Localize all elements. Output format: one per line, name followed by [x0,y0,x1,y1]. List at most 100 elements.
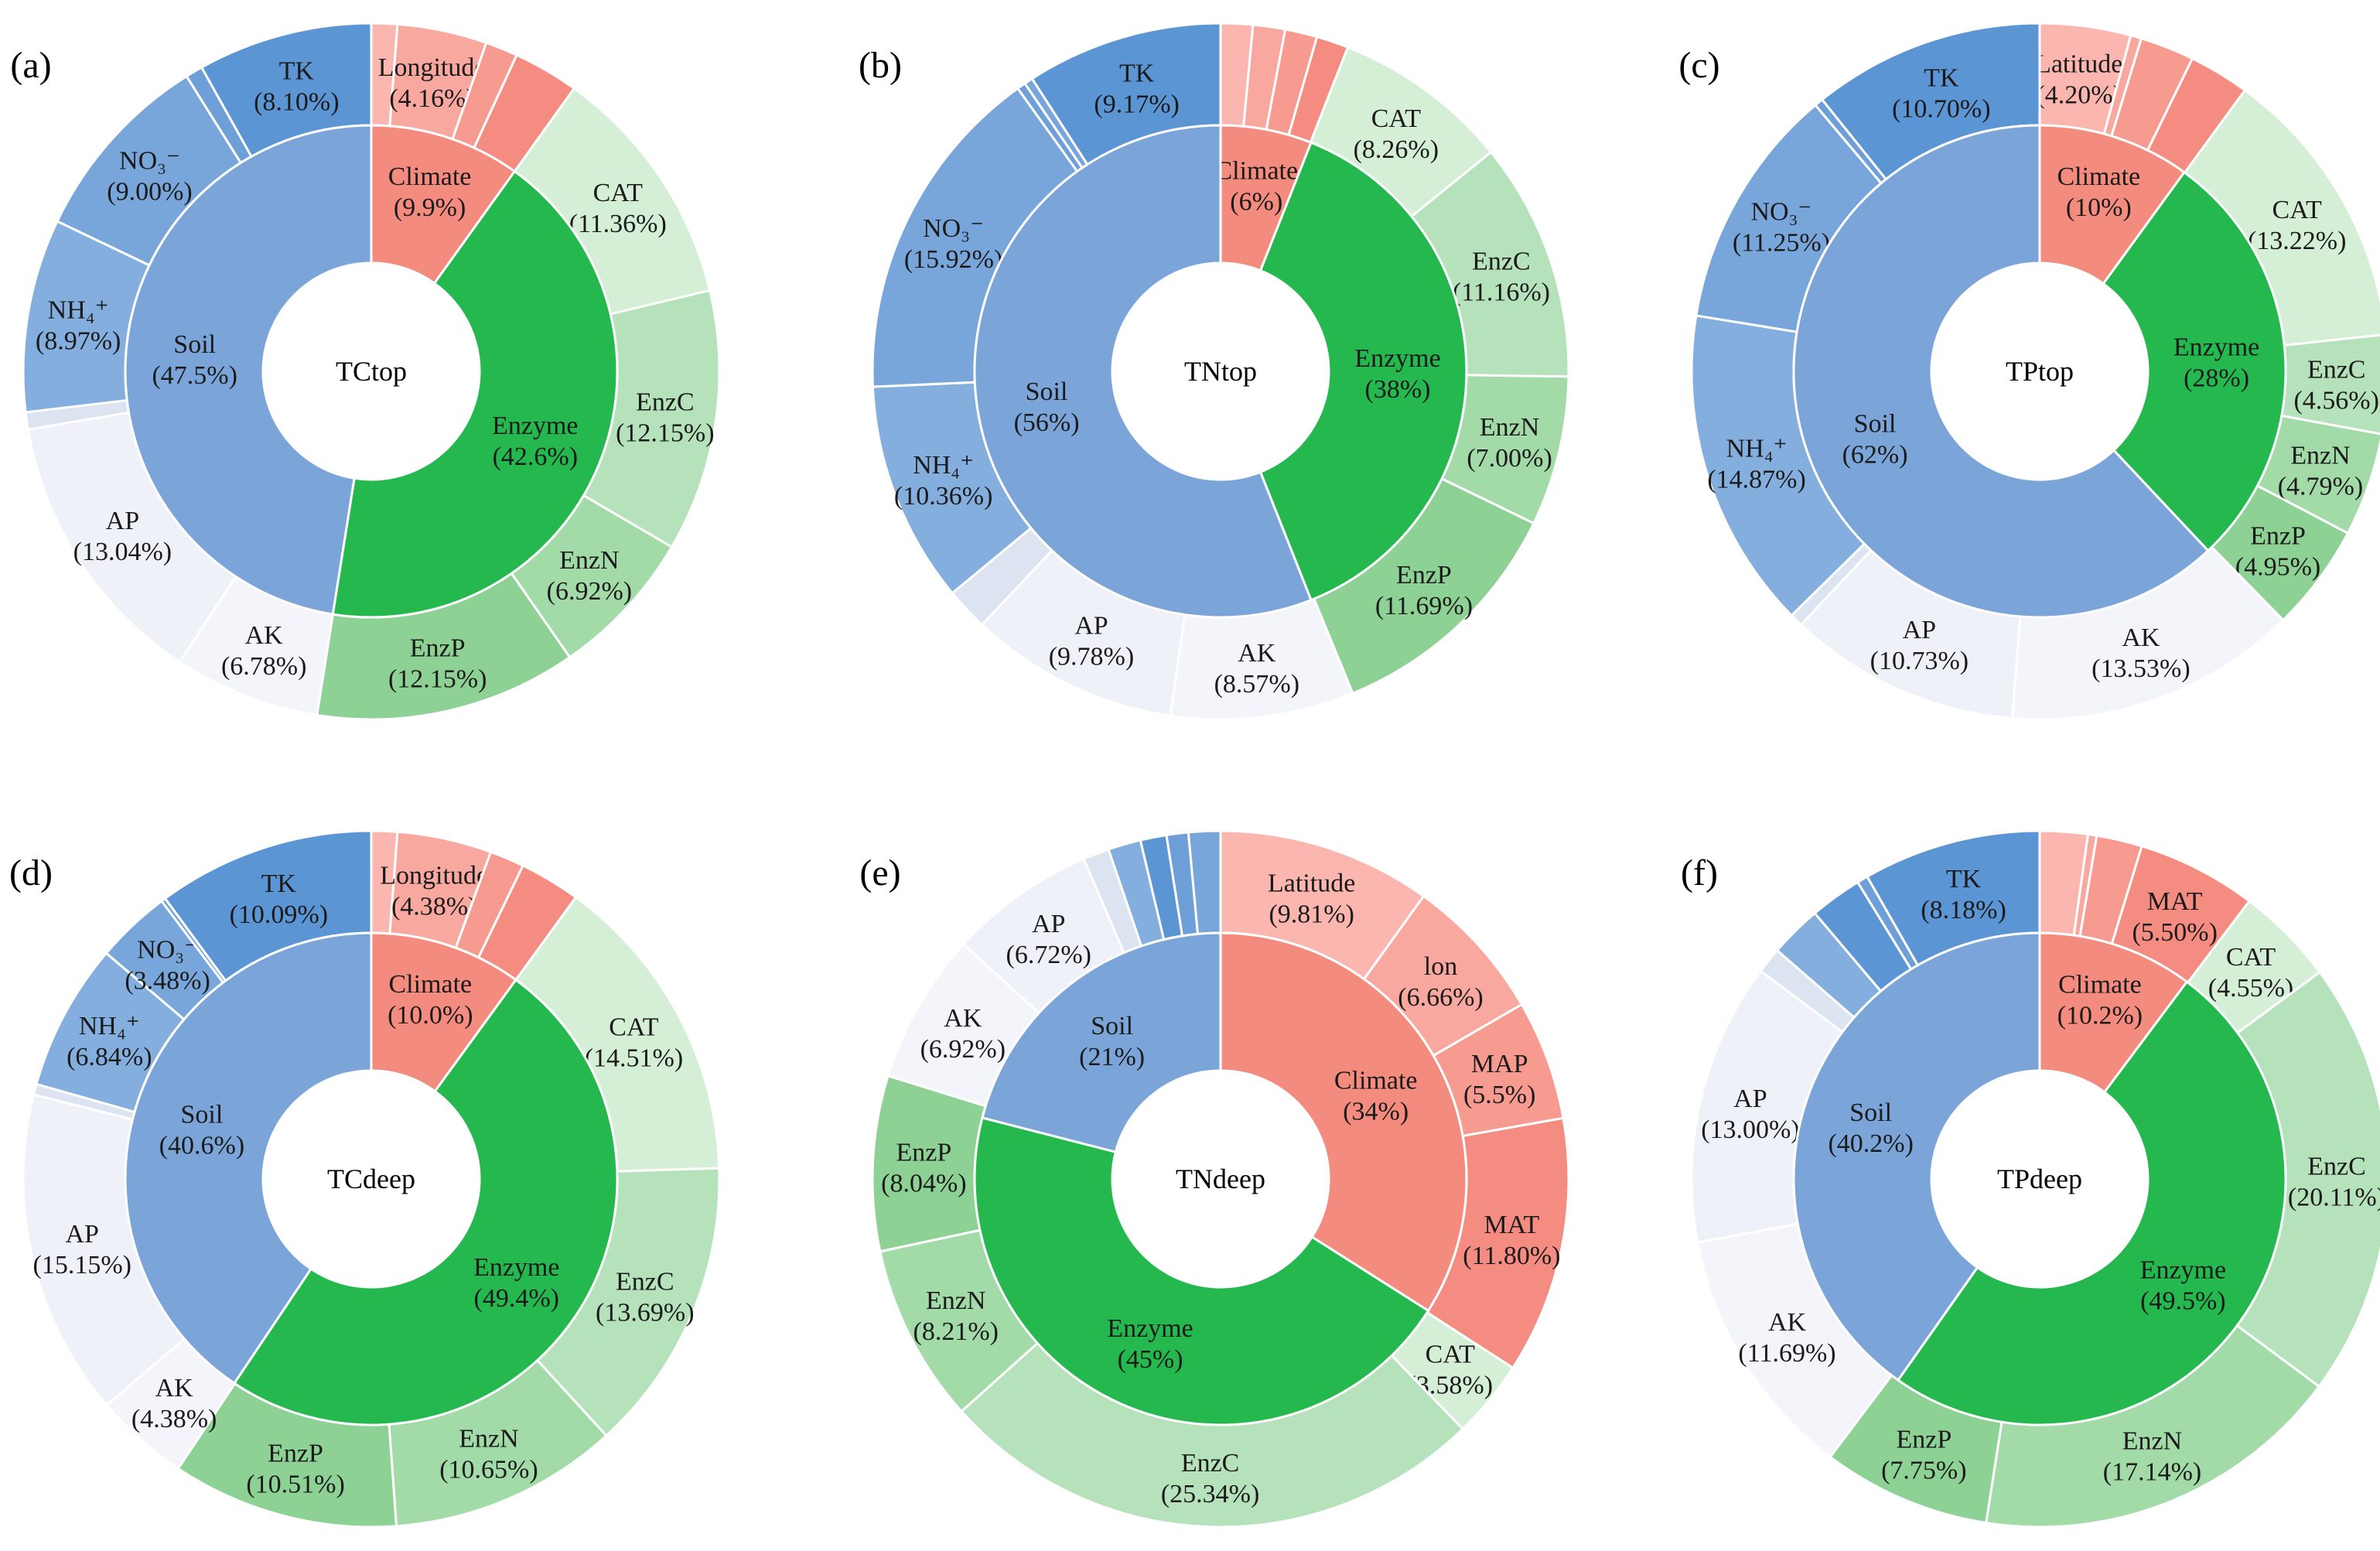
inner-label-climate: Climate [2057,162,2140,191]
outer-value-nh: (6.84%) [67,1043,152,1071]
donut-chart-tpdeep: MAT(5.50%) CAT(4.55%) EnzC (20.11%) EnzN(17.… [1681,829,2380,1529]
inner-value-enzyme: (28%) [2184,364,2249,393]
outer-value-ak: (8.57%) [1214,670,1299,699]
outer-label-nh: NH₄⁺ [1726,434,1788,463]
panel-letter: (c) [1678,45,1719,86]
center-hole [263,1071,480,1287]
outer-label-no: NO₃⁻ [1750,198,1811,227]
outer-value-ap: (13.04%) [73,538,172,566]
outer-label-ap: AP [1903,616,1936,644]
outer-value-ap: (13.00%) [1701,1115,1799,1144]
outer-value-tk: (9.17%) [1094,91,1179,119]
outer-value-enzc: (12.15%) [616,418,714,447]
outer-value-ap: (15.15%) [33,1251,131,1279]
outer-label-ak: AK [2122,623,2160,652]
outer-label-enzc: EnzC [616,1267,674,1296]
outer-value-enzp: (10.51%) [246,1470,344,1498]
outer-label-ak: AK [944,1004,982,1033]
outer-label-enzc: EnzC [1472,247,1531,275]
inner-value-enzyme: (38%) [1365,375,1431,404]
inner-value-soil: (47.5%) [152,361,237,390]
center-label-tctop: TCtop [336,356,407,387]
outer-label-enzp: EnzP [1896,1426,1951,1454]
panel-letter: (e) [859,852,900,893]
inner-value-climate: (10.2%) [2057,1002,2143,1030]
outer-label-enzp: EnzP [2250,521,2306,550]
inner-label-climate: Climate [2058,971,2142,999]
donut-chart-tndeep: Latitude (9.81%) lon(6.66%) MAP (5.5%) MAT (11… [859,829,1570,1529]
panel-letter: (b) [859,45,902,86]
donut-chart-tntop: CAT(8.26%) EnzC (11.16%) EnzN(7.00%) EnzP (11… [859,22,1570,721]
panel-letter: (d) [9,852,53,893]
center-hole [1931,263,2148,480]
outer-value-tk: (8.18%) [1921,896,2006,924]
outer-value-nh: (8.97%) [36,326,121,355]
inner-value-soil: (40.6%) [159,1131,244,1160]
outer-label-ap: AP [1074,612,1108,641]
outer-value-ak: (6.92%) [920,1035,1006,1064]
outer-label-nh: NH₄⁺ [79,1012,140,1040]
center-hole [263,263,480,480]
outer-label-cat: CAT [609,1013,658,1041]
outer-value-cat: (14.51%) [585,1044,683,1072]
inner-label-soil: Soil [173,330,216,359]
outer-value-ap: (9.78%) [1049,643,1134,671]
inner-value-soil: (56%) [1014,408,1080,437]
inner-label-enzyme: Enzyme [473,1253,559,1282]
center-hole [1931,1071,2148,1287]
inner-value-enzyme: (49.4%) [474,1284,559,1313]
inner-label-climate: Climate [388,162,472,191]
outer-value-cat: (4.55%) [2208,974,2293,1003]
outer-label-latitude: Latitude [1268,869,1355,897]
outer-label-enzc: EnzC [1181,1449,1240,1478]
outer-label-enzp: EnzP [410,634,466,662]
outer-label-ak: AK [1768,1308,1807,1337]
outer-label-enzp: EnzP [896,1139,952,1167]
outer-value-no: (9.00%) [107,177,192,206]
inner-label-soil: Soil [181,1100,224,1129]
outer-value-cat: (11.36%) [569,210,667,238]
donut-chart-tctop: Longitude(4.16%)CAT(11.36%)EnzC(12.15%)E… [10,22,721,721]
inner-label-enzyme: Enzyme [1354,344,1440,373]
outer-value-enzn: (4.79%) [2278,472,2363,500]
outer-label-cat: CAT [2272,196,2322,224]
outer-label-ak: AK [245,621,284,650]
outer-label-mat: MAT [1484,1211,1540,1239]
outer-value-enzp: (11.69%) [1375,592,1473,620]
inner-label-enzyme: Enzyme [1107,1314,1193,1343]
outer-value-ak: (13.53%) [2091,654,2190,683]
outer-label-enzn: EnzN [2290,441,2350,470]
outer-value-enzp: (7.75%) [1881,1457,1966,1485]
outer-label-cat: CAT [2226,943,2276,972]
outer-value-enzc: (13.69%) [596,1298,694,1327]
outer-label-longitude: Longitude [380,862,488,890]
outer-value-map: (5.5%) [1463,1081,1535,1109]
outer-value-ak: (11.69%) [1738,1339,1835,1368]
outer-value-ap: (10.73%) [1870,647,1969,675]
panel-letter: (a) [10,45,51,86]
inner-value-climate: (10%) [2066,193,2132,222]
outer-label-map: MAP [1471,1050,1528,1078]
inner-label-climate: Climate [388,970,472,999]
outer-label-ak: AK [1238,639,1276,668]
inner-value-soil: (62%) [1842,440,1908,469]
outer-label-no: NO₃⁻ [119,146,180,175]
inner-label-enzyme: Enzyme [492,412,578,440]
inner-label-soil: Soil [1854,409,1897,438]
donut-chart-tcdeep: Longitude (4.38%) CAT (14.51%) EnzC(13.69%) E… [9,829,721,1529]
center-hole [1112,263,1329,480]
outer-value-ap: (6.72%) [1006,941,1091,969]
inner-label-soil: Soil [1026,378,1068,406]
outer-label-tk: TK [1946,865,1982,893]
outer-label-no: NO₃⁻ [923,214,984,243]
outer-value-nh: (14.87%) [1707,465,1805,494]
outer-label-enzp: EnzP [1396,561,1452,589]
outer-label-enzn: EnzN [2122,1426,2182,1455]
outer-value-enzn: (7.00%) [1467,444,1552,473]
outer-label-no: NO₃⁻ [137,936,198,965]
outer-value-enzn: (8.21%) [913,1317,999,1346]
inner-slice-enzyme [1896,980,2287,1426]
outer-label-enzp: EnzP [268,1439,323,1467]
inner-slice-enzyme [973,1116,1430,1426]
